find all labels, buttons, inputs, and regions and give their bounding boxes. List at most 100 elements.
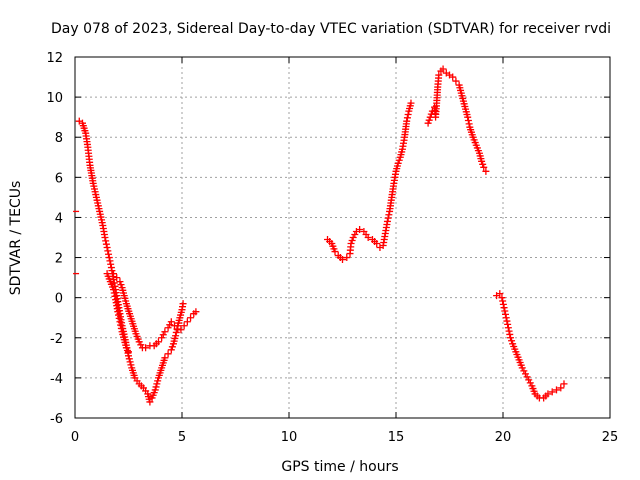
data-point bbox=[113, 274, 121, 282]
data-point bbox=[464, 117, 472, 125]
data-point bbox=[452, 77, 460, 85]
data-point bbox=[137, 341, 145, 349]
data-point bbox=[110, 286, 118, 294]
data-point bbox=[116, 318, 124, 326]
data-point bbox=[135, 338, 143, 346]
data-point bbox=[465, 120, 473, 128]
data-point bbox=[151, 386, 159, 394]
data-point bbox=[177, 326, 185, 334]
data-point bbox=[384, 214, 392, 222]
data-point bbox=[339, 256, 346, 264]
data-point bbox=[479, 160, 487, 168]
series-arc-2 bbox=[324, 99, 415, 264]
data-point bbox=[110, 289, 118, 297]
data-point bbox=[349, 234, 357, 241]
axis-ticks bbox=[74, 56, 611, 419]
x-tick-labels: 0 5 10 15 20 25 bbox=[71, 430, 618, 445]
data-point bbox=[525, 376, 533, 384]
data-point bbox=[407, 99, 415, 107]
data-point bbox=[500, 304, 508, 312]
grid-lines bbox=[75, 57, 610, 418]
data-point bbox=[501, 307, 509, 315]
data-point bbox=[105, 254, 113, 262]
data-point bbox=[348, 237, 356, 245]
data-point bbox=[168, 343, 176, 351]
y-tick-label: 4 bbox=[55, 211, 63, 226]
data-point bbox=[482, 167, 490, 175]
data-point bbox=[394, 159, 402, 167]
x-tick-label: 10 bbox=[281, 430, 298, 445]
data-point bbox=[154, 377, 162, 385]
y-tick-label: -6 bbox=[50, 412, 63, 427]
data-point bbox=[105, 250, 113, 258]
data-point bbox=[126, 358, 134, 366]
data-point bbox=[164, 350, 172, 358]
data-point bbox=[385, 211, 393, 219]
data-point bbox=[142, 344, 150, 352]
y-tick-label: 2 bbox=[55, 252, 63, 267]
data-point bbox=[104, 247, 112, 255]
data-point bbox=[125, 348, 132, 356]
data-point bbox=[478, 157, 486, 165]
data-point bbox=[106, 257, 114, 265]
data-point bbox=[115, 311, 123, 319]
data-point bbox=[498, 294, 506, 302]
data-point bbox=[127, 361, 135, 369]
y-tick-label: 0 bbox=[55, 292, 63, 307]
data-point bbox=[504, 324, 512, 332]
y-tick-label: 12 bbox=[46, 51, 63, 66]
data-point bbox=[504, 320, 512, 328]
data-point bbox=[548, 388, 556, 396]
data-point bbox=[364, 234, 372, 241]
data-point bbox=[505, 327, 513, 335]
data-point bbox=[343, 254, 351, 262]
data-point bbox=[192, 308, 200, 316]
data-point bbox=[110, 270, 118, 278]
y-axis-label: SDTVAR / TECUs bbox=[8, 181, 24, 296]
data-point bbox=[347, 240, 355, 248]
data-point bbox=[356, 225, 364, 233]
data-point bbox=[403, 117, 411, 125]
data-point bbox=[102, 237, 110, 245]
data-point bbox=[499, 297, 507, 305]
data-point bbox=[518, 364, 526, 372]
data-point bbox=[449, 73, 457, 81]
x-tick-label: 20 bbox=[495, 430, 512, 445]
data-point bbox=[166, 321, 174, 329]
data-point bbox=[520, 367, 528, 375]
data-point bbox=[167, 318, 175, 326]
data-point bbox=[171, 322, 179, 330]
data-point bbox=[404, 110, 412, 118]
x-tick-label: 25 bbox=[602, 430, 619, 445]
data-point bbox=[480, 163, 488, 171]
data-point bbox=[164, 324, 172, 332]
series-arc-1c bbox=[103, 270, 132, 356]
data-point bbox=[501, 310, 509, 318]
data-point bbox=[172, 332, 180, 340]
data-point bbox=[496, 290, 504, 298]
series-arc-1b bbox=[110, 270, 200, 352]
data-point bbox=[117, 324, 125, 332]
data-point bbox=[183, 318, 191, 326]
data-point bbox=[553, 386, 560, 394]
data-point bbox=[521, 370, 529, 378]
data-point bbox=[383, 217, 391, 225]
data-point bbox=[544, 390, 552, 398]
data-point bbox=[560, 380, 568, 388]
data-point bbox=[154, 338, 162, 346]
data-point bbox=[403, 114, 411, 122]
data-point bbox=[187, 314, 195, 322]
data-point bbox=[115, 314, 123, 322]
data-point bbox=[526, 379, 534, 387]
data-point bbox=[114, 308, 122, 316]
x-tick-label: 15 bbox=[388, 430, 405, 445]
data-point bbox=[103, 244, 111, 252]
x-tick-label: 0 bbox=[71, 430, 79, 445]
data-point bbox=[373, 240, 381, 248]
y-tick-labels: -6 -4 -2 0 2 4 6 8 10 12 bbox=[46, 51, 63, 427]
y-tick-label: 10 bbox=[46, 91, 63, 106]
data-point bbox=[159, 331, 167, 339]
data-point bbox=[125, 355, 133, 363]
data-point bbox=[153, 380, 161, 388]
